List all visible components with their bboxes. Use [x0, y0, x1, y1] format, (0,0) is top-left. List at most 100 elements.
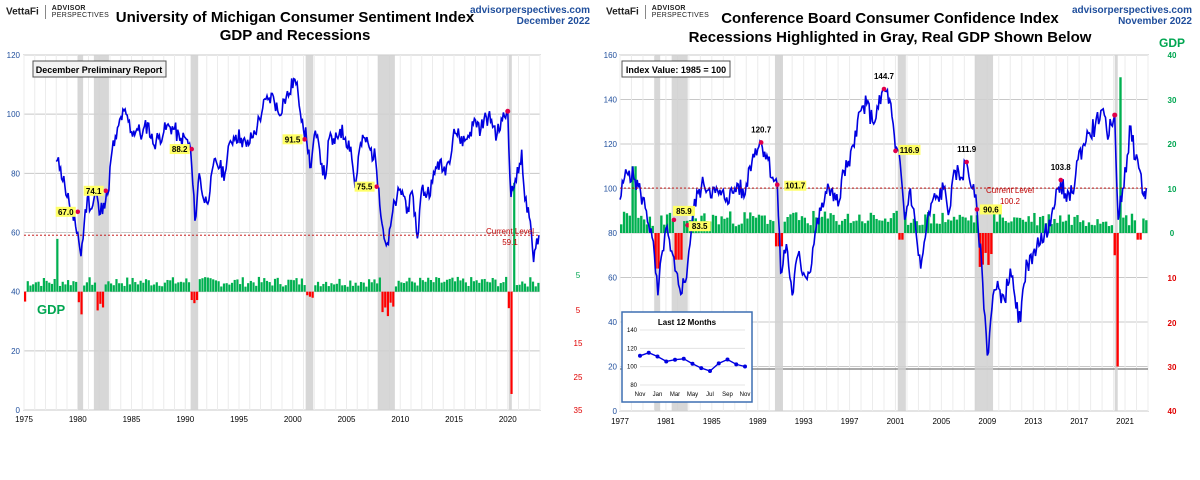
point-label: 116.9	[900, 146, 920, 155]
inset-y-tick: 120	[627, 346, 638, 352]
gdp-bar	[96, 291, 99, 311]
gdp-bar	[515, 285, 518, 292]
gdp-bar	[1102, 221, 1105, 233]
gdp-bar	[268, 282, 271, 292]
gdp-bar	[786, 217, 789, 233]
x-tick-label: 2015	[445, 415, 463, 424]
gdp-bar	[483, 278, 486, 292]
gdp-bar	[941, 212, 944, 233]
inset-y-tick: 80	[630, 383, 637, 389]
gdp-bar	[104, 284, 107, 292]
gdp-bar	[101, 291, 105, 308]
gdp-bar	[384, 291, 387, 308]
point-label-bg	[784, 180, 807, 191]
gdp-bar	[300, 278, 303, 292]
gdp-bar	[823, 211, 827, 233]
point-label-bg	[83, 185, 104, 196]
gdp-bar	[338, 278, 341, 292]
gdp-bar	[855, 220, 858, 233]
gdp-bar	[665, 214, 669, 233]
index-box-label: Index Value: 1985 = 100	[626, 65, 726, 75]
gdp-bar	[1142, 218, 1145, 233]
gdp-bar	[947, 219, 950, 233]
inset-point	[708, 368, 712, 373]
y-tick-label: 140	[604, 96, 618, 105]
gdp-bar	[1110, 225, 1114, 233]
sentiment-line	[55, 77, 540, 263]
gdp-bar	[645, 224, 649, 233]
gdp-bar	[1070, 224, 1073, 233]
gdp-bar	[311, 291, 314, 298]
gdp-bar	[1036, 225, 1039, 233]
gdp-bar	[32, 284, 35, 292]
gdp-bar	[1016, 217, 1019, 233]
gdp-bar	[260, 282, 263, 292]
gdp-bar	[475, 280, 478, 292]
gdp-bar	[308, 291, 312, 297]
inset-point	[655, 354, 660, 359]
gdp-bar	[1018, 217, 1022, 233]
gdp-bar	[45, 280, 48, 292]
gdp-bar	[1053, 218, 1056, 233]
gdp-bar	[239, 284, 242, 292]
gdp-bar	[327, 286, 330, 292]
gdp-bar	[134, 282, 137, 292]
gdp-bar	[228, 284, 231, 292]
gdp-bar	[491, 277, 494, 292]
gdp-bar	[740, 223, 743, 233]
gdp-bar	[179, 281, 183, 292]
gdp-bar	[809, 225, 812, 233]
peak-marker	[758, 140, 764, 145]
gdp-bar	[683, 221, 686, 233]
x-tick-label: 1989	[749, 417, 767, 426]
gdp-bar	[265, 280, 269, 292]
gdp-bar	[634, 166, 637, 233]
gdp-bar	[217, 281, 220, 292]
gdp-bar	[1038, 216, 1042, 233]
gdp-bar	[932, 213, 936, 233]
gdp-bar	[918, 225, 921, 233]
gdp-bar	[950, 220, 953, 233]
chart-date: November 2022	[1118, 16, 1192, 27]
x-tick-label: 1975	[15, 415, 33, 424]
inset-x-tick: Nov	[635, 392, 646, 398]
gdp-axis-label: 30	[1168, 96, 1177, 105]
gdp-bar	[158, 285, 161, 292]
gdp-bar	[91, 284, 94, 292]
gdp-bar	[955, 219, 959, 233]
gdp-bar	[838, 224, 841, 233]
gdp-bar	[290, 279, 293, 292]
gdp-bar	[1041, 215, 1045, 233]
gdp-bar	[163, 282, 166, 292]
gdp-bar	[263, 278, 266, 292]
gdp-axis-label: 35	[574, 406, 583, 415]
gdp-bar	[1090, 224, 1093, 233]
gdp-bar	[726, 217, 729, 233]
gdp-bar	[24, 291, 27, 302]
gdp-bar	[88, 277, 91, 292]
gdp-bar	[1113, 233, 1116, 256]
gdp-bar	[182, 282, 185, 292]
gdp-bar	[459, 280, 462, 292]
gdp-bar	[427, 277, 430, 292]
inset-y-tick: 100	[627, 365, 638, 371]
inset-x-tick: Nov	[740, 392, 751, 398]
gdp-bar	[990, 233, 993, 255]
y-tick-label: 0	[16, 406, 21, 415]
y-tick-label: 60	[11, 229, 20, 238]
point-label: 111.9	[957, 145, 977, 154]
gdp-bar	[1059, 215, 1062, 233]
gdp-bar	[357, 285, 360, 292]
gdp-bar	[1119, 77, 1122, 233]
point-label: 120.7	[751, 125, 772, 134]
gdp-bar	[295, 278, 298, 292]
gdp-bar	[642, 219, 646, 233]
gdp-bar	[1130, 213, 1134, 233]
x-tick-label: 2020	[499, 415, 517, 424]
gdp-bar	[1024, 221, 1027, 233]
gdp-bar	[386, 291, 389, 317]
gdp-bar	[938, 223, 941, 233]
gdp-bar	[1136, 233, 1139, 240]
gdp-bar	[1145, 220, 1148, 233]
gdp-bar	[886, 221, 890, 233]
